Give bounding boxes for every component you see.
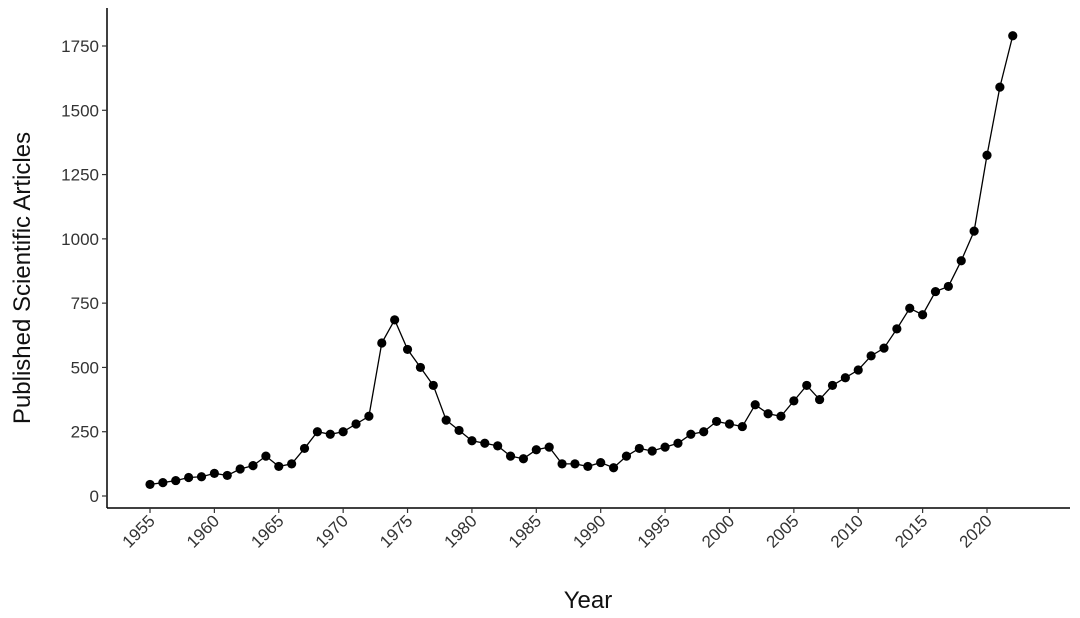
y-tick-label: 1500: [61, 101, 99, 120]
data-point-1957: [171, 475, 181, 486]
x-tick-label: 1975: [376, 511, 416, 551]
data-point-2009: [840, 373, 850, 383]
data-point-1986: [544, 442, 554, 452]
data-point-1979: [454, 425, 464, 436]
x-tick-label: 1960: [183, 511, 223, 551]
x-tick-label: 2020: [956, 511, 996, 551]
data-point-2017: [943, 281, 953, 292]
data-point-2007: [815, 394, 825, 405]
data-point-1998: [699, 427, 709, 437]
data-point-1973: [377, 338, 387, 348]
data-point-1990: [596, 457, 606, 468]
data-point-2008: [827, 380, 838, 391]
data-point-2013: [892, 324, 902, 334]
y-tick-label: 0: [90, 487, 99, 506]
data-point-2019: [969, 226, 979, 236]
y-tick-label: 1250: [61, 166, 99, 185]
data-point-1977: [428, 380, 438, 391]
data-point-1965: [274, 461, 284, 472]
x-tick-label: 1995: [634, 511, 674, 551]
data-point-1984: [518, 454, 529, 464]
x-tick-label: 2010: [827, 511, 867, 551]
x-tick-label: 1985: [505, 511, 545, 551]
x-tick-label: 1965: [247, 511, 287, 551]
y-tick-label: 1750: [61, 37, 99, 56]
data-point-1992: [621, 451, 632, 461]
data-point-1970: [338, 427, 348, 437]
y-tick-label: 250: [71, 423, 99, 442]
data-point-1967: [299, 443, 310, 454]
x-tick-label: 1980: [441, 511, 481, 551]
data-point-2012: [879, 343, 889, 353]
data-point-1988: [570, 459, 580, 469]
data-point-2022: [1008, 31, 1018, 41]
data-point-1985: [531, 445, 541, 455]
data-point-1996: [673, 438, 683, 448]
data-point-1981: [480, 438, 490, 448]
x-tick-label: 1970: [312, 511, 352, 551]
data-point-1964: [261, 451, 271, 461]
data-point-1987: [557, 459, 567, 469]
data-point-1974: [390, 315, 400, 325]
data-point-2016: [930, 286, 941, 297]
data-point-2018: [956, 256, 966, 266]
data-point-1969: [325, 429, 335, 439]
x-tick-label: 2015: [891, 511, 931, 551]
data-point-2011: [866, 351, 876, 361]
data-point-1989: [583, 461, 593, 472]
data-point-2014: [905, 303, 915, 313]
x-tick-label: 2000: [698, 511, 738, 551]
y-tick-label: 750: [71, 294, 99, 313]
data-point-1971: [351, 419, 361, 429]
data-point-2004: [776, 411, 786, 421]
data-point-2020: [982, 150, 992, 160]
data-point-2000: [724, 419, 735, 429]
data-point-1960: [209, 468, 219, 478]
data-point-1993: [634, 443, 644, 454]
x-tick-label: 1955: [119, 511, 159, 551]
data-point-1983: [505, 451, 516, 461]
y-axis-title: Published Scientific Articles: [9, 132, 36, 424]
data-point-2006: [802, 380, 812, 391]
data-point-1963: [248, 461, 258, 471]
data-point-1991: [608, 463, 619, 473]
data-point-1972: [364, 411, 374, 421]
data-point-2010: [853, 365, 863, 375]
data-point-2001: [737, 421, 747, 432]
data-point-1982: [493, 441, 503, 451]
data-point-1975: [402, 344, 413, 355]
x-axis-title: Year: [564, 587, 613, 614]
data-point-2002: [750, 400, 760, 410]
data-point-2005: [789, 396, 799, 406]
y-tick-label: 1000: [61, 230, 99, 249]
data-point-1994: [647, 446, 657, 456]
x-tick-label: 2005: [762, 511, 802, 551]
series-line: [149, 35, 1014, 486]
y-tick-label: 500: [71, 358, 99, 377]
data-point-1956: [158, 478, 168, 488]
data-point-1962: [235, 464, 245, 474]
data-point-1959: [196, 472, 207, 482]
data-point-1958: [184, 472, 194, 483]
data-point-1955: [145, 479, 155, 490]
data-point-2003: [763, 409, 773, 419]
data-point-1976: [415, 362, 426, 373]
data-point-1968: [312, 427, 322, 437]
data-point-2015: [918, 310, 928, 320]
data-point-1999: [711, 416, 722, 427]
data-point-1978: [441, 415, 451, 425]
data-point-1980: [467, 436, 477, 446]
x-tick-label: 1990: [569, 511, 609, 551]
data-point-1997: [686, 429, 696, 439]
data-point-2021: [995, 82, 1005, 92]
data-point-1961: [222, 470, 232, 481]
data-point-1966: [287, 459, 297, 469]
data-point-1995: [660, 442, 670, 452]
